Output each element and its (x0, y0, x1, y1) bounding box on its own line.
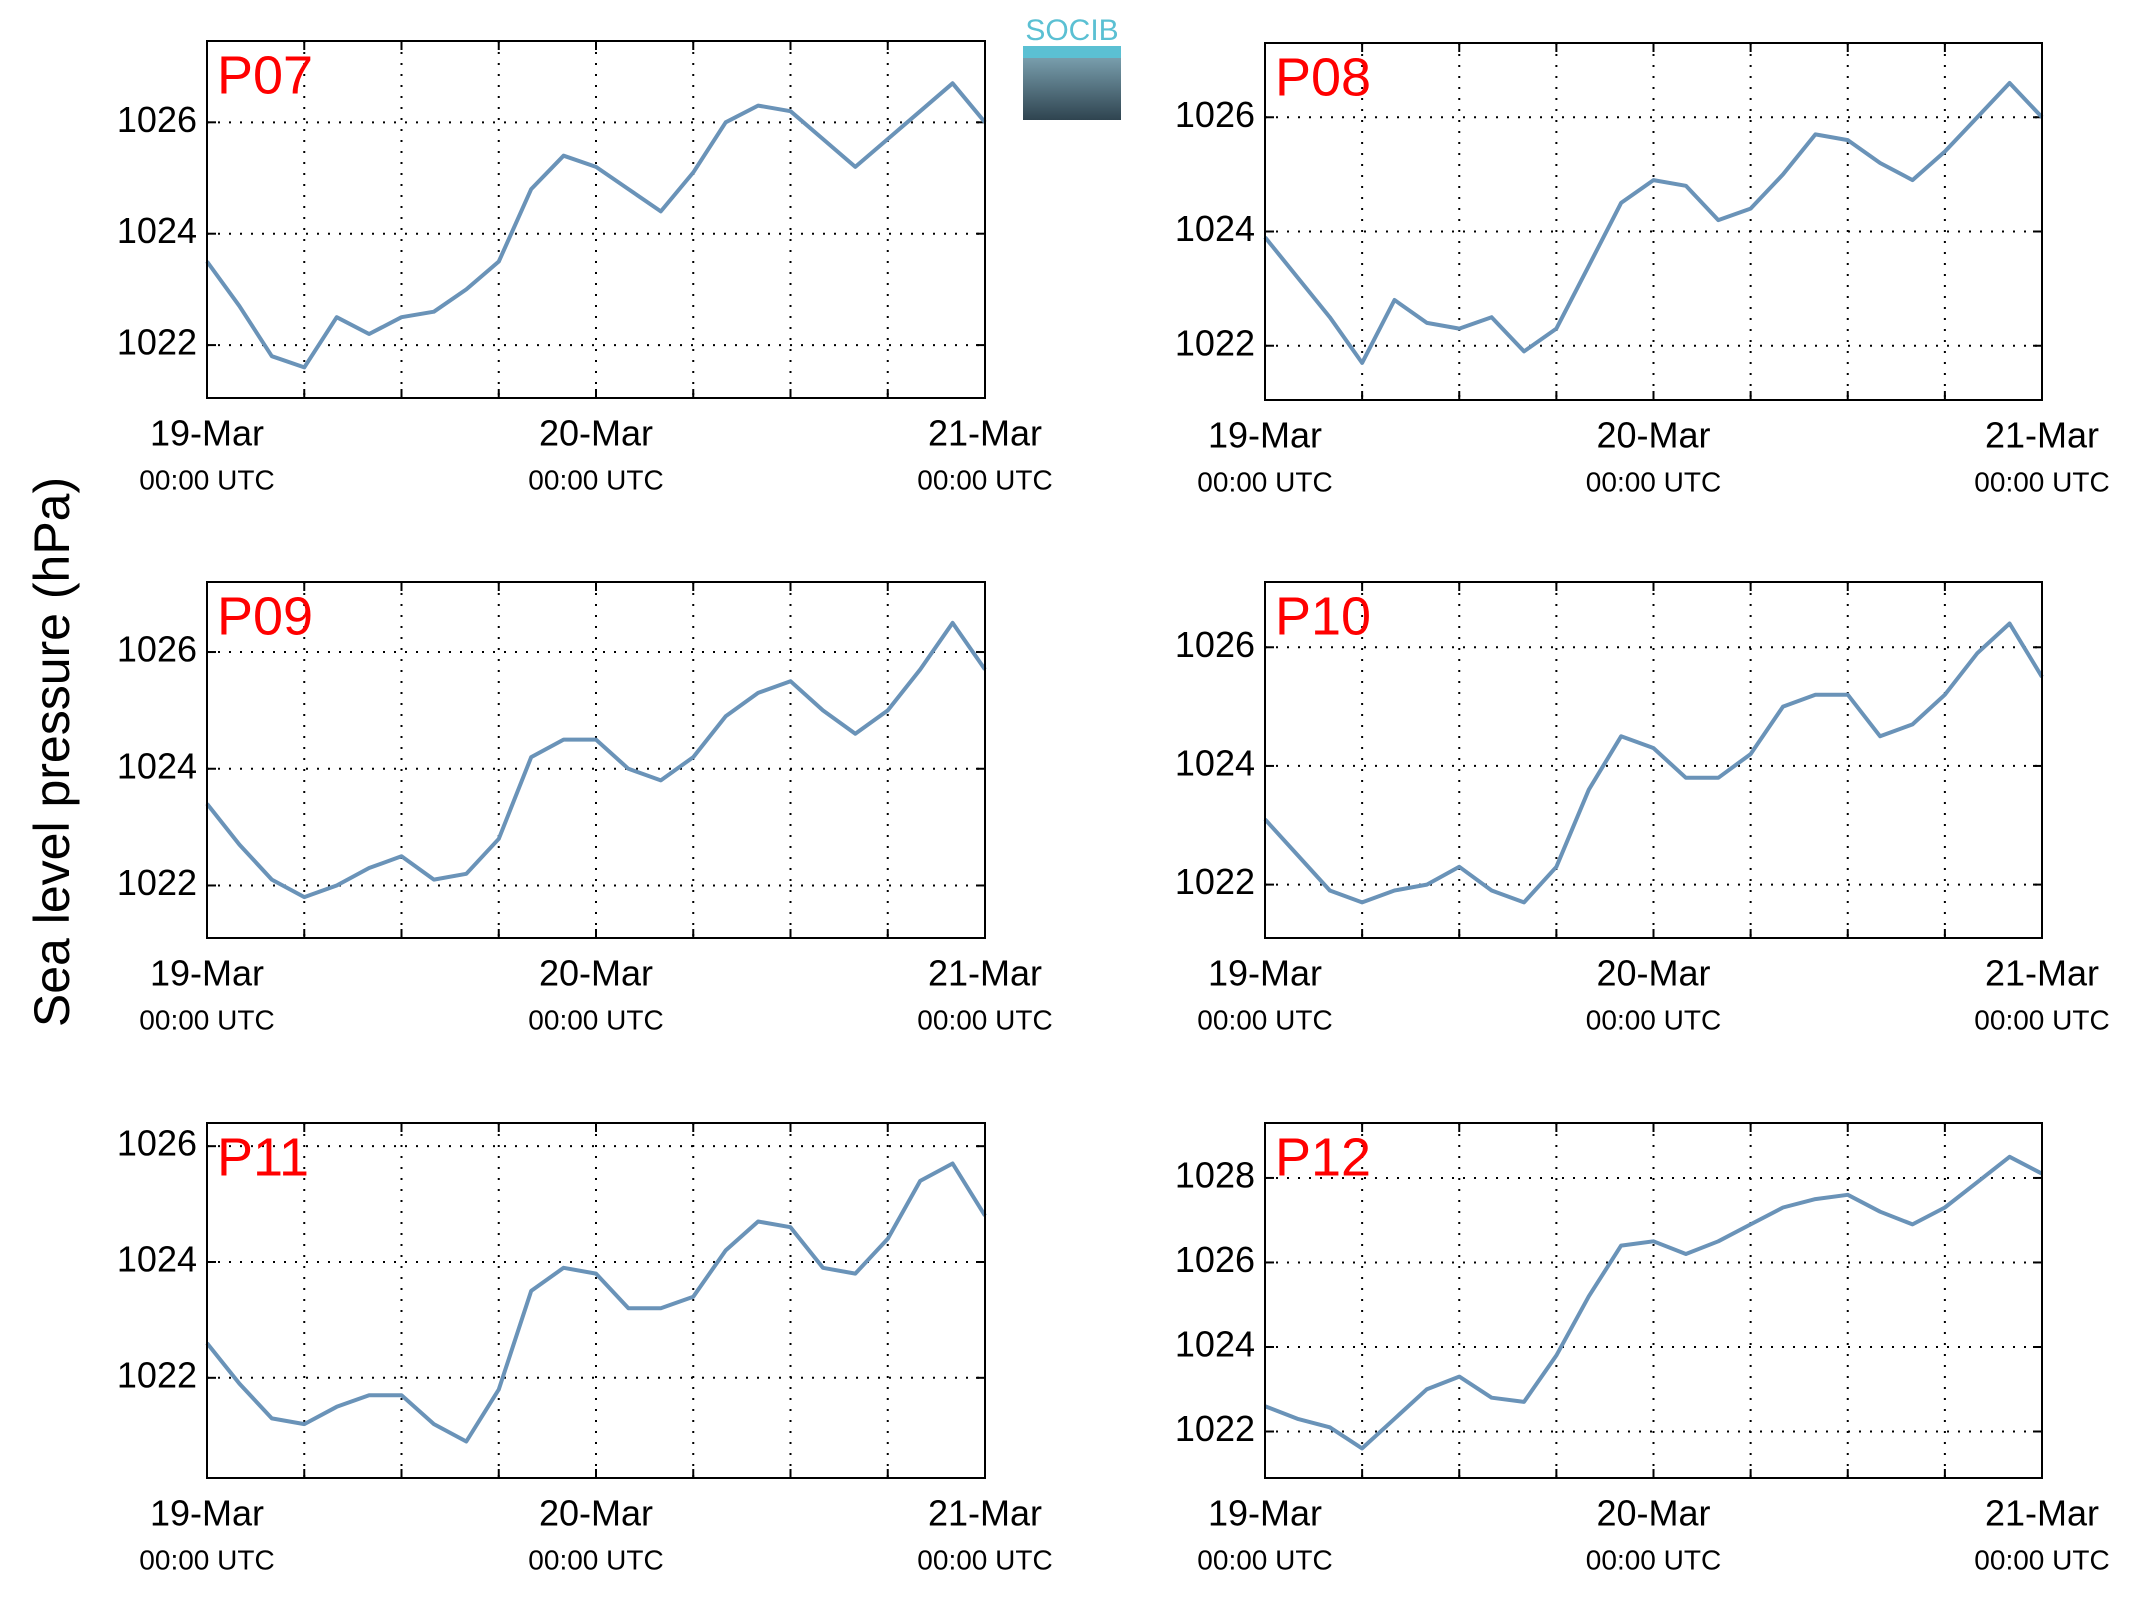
panel-title: P10 (1275, 586, 1371, 646)
x-tick-sublabel: 00:00 UTC (528, 464, 663, 495)
y-tick-label: 1022 (117, 1354, 197, 1395)
logo-box (1023, 52, 1121, 120)
pressure-line (205, 1161, 987, 1444)
panel-title: P11 (217, 1127, 309, 1187)
x-tick-sublabel: 00:00 UTC (917, 464, 1052, 495)
y-tick-label: 1024 (1175, 742, 1255, 783)
x-tick-sublabel: 00:00 UTC (139, 464, 274, 495)
x-tick-sublabel: 00:00 UTC (1586, 466, 1721, 497)
x-tick-label: 20-Mar (1596, 415, 1710, 456)
x-tick-label: 21-Mar (928, 953, 1042, 994)
x-tick-sublabel: 00:00 UTC (1197, 1004, 1332, 1035)
axes-frame (1264, 1122, 2043, 1479)
x-tick-sublabel: 00:00 UTC (917, 1544, 1052, 1575)
x-tick-label: 19-Mar (150, 413, 264, 454)
subplot: 19-Mar 00:00 UTC 20-Mar 00:00 UTC 21-Mar 00:0… (1175, 42, 2110, 497)
x-tick-sublabel: 00:00 UTC (1974, 1544, 2109, 1575)
y-tick-label: 1028 (1175, 1154, 1255, 1195)
x-tick-label: 20-Mar (539, 413, 653, 454)
x-tick-label: 21-Mar (1985, 1493, 2099, 1534)
x-tick-sublabel: 00:00 UTC (528, 1004, 663, 1035)
y-tick-label: 1026 (1175, 1239, 1255, 1280)
y-tick-label: 1026 (1175, 624, 1255, 665)
y-tick-label: 1022 (117, 862, 197, 903)
logo-text: SOCIB (1025, 14, 1118, 47)
y-tick-label: 1022 (1175, 1408, 1255, 1449)
x-tick-sublabel: 00:00 UTC (139, 1004, 274, 1035)
subplot: 19-Mar 00:00 UTC 20-Mar 00:00 UTC 21-Mar 00:0… (1175, 1122, 2110, 1575)
x-tick-sublabel: 00:00 UTC (528, 1544, 663, 1575)
x-tick-label: 21-Mar (928, 1493, 1042, 1534)
y-tick-label: 1024 (117, 745, 197, 786)
pressure-line (205, 81, 987, 370)
subplot: 19-Mar 00:00 UTC 20-Mar 00:00 UTC 21-Mar 00:0… (117, 40, 1053, 495)
axes-frame (1264, 581, 2043, 939)
y-tick-label: 1022 (1175, 861, 1255, 902)
x-tick-sublabel: 00:00 UTC (1197, 1544, 1332, 1575)
y-tick-label: 1022 (117, 322, 197, 363)
x-tick-sublabel: 00:00 UTC (139, 1544, 274, 1575)
x-tick-label: 20-Mar (539, 953, 653, 994)
panel-title: P09 (217, 586, 313, 646)
axes-frame (206, 1122, 986, 1479)
x-tick-sublabel: 00:00 UTC (917, 1004, 1052, 1035)
pressure-line (1263, 81, 2044, 365)
x-tick-label: 19-Mar (1208, 1493, 1322, 1534)
y-tick-label: 1024 (117, 1239, 197, 1280)
axes-frame (206, 40, 986, 399)
pressure-line (205, 620, 987, 900)
x-tick-label: 21-Mar (1985, 953, 2099, 994)
y-tick-label: 1024 (1175, 1324, 1255, 1365)
logo-wave (1023, 46, 1121, 58)
panel-title: P08 (1275, 47, 1371, 107)
y-tick-label: 1026 (117, 1123, 197, 1164)
pressure-line (1264, 1154, 2043, 1451)
y-tick-label: 1024 (1175, 208, 1255, 249)
x-tick-sublabel: 00:00 UTC (1974, 466, 2109, 497)
x-tick-label: 21-Mar (1985, 415, 2099, 456)
y-tick-label: 1022 (1175, 322, 1255, 363)
axes-frame (1264, 42, 2043, 401)
y-tick-label: 1026 (1175, 94, 1255, 135)
subplot: 19-Mar 00:00 UTC 20-Mar 00:00 UTC 21-Mar 00:0… (117, 581, 1053, 1035)
x-tick-label: 19-Mar (150, 1493, 264, 1534)
x-tick-label: 19-Mar (1208, 953, 1322, 994)
logo: SOCIB (1023, 14, 1121, 120)
y-tick-label: 1026 (117, 99, 197, 140)
axes-frame (206, 581, 986, 939)
subplot: 19-Mar 00:00 UTC 20-Mar 00:00 UTC 21-Mar 00:0… (1175, 581, 2110, 1035)
panel-title: P12 (1275, 1127, 1371, 1187)
y-tick-label: 1026 (117, 629, 197, 670)
x-tick-label: 21-Mar (928, 413, 1042, 454)
subplot: 19-Mar 00:00 UTC 20-Mar 00:00 UTC 21-Mar 00:0… (117, 1122, 1053, 1575)
x-tick-sublabel: 00:00 UTC (1197, 466, 1332, 497)
y-tick-label: 1024 (117, 210, 197, 251)
x-tick-label: 19-Mar (150, 953, 264, 994)
x-tick-label: 20-Mar (539, 1493, 653, 1534)
x-tick-sublabel: 00:00 UTC (1974, 1004, 2109, 1035)
x-tick-sublabel: 00:00 UTC (1586, 1544, 1721, 1575)
x-tick-label: 20-Mar (1596, 953, 1710, 994)
pressure-line (1263, 621, 2044, 905)
panel-title: P07 (217, 45, 313, 105)
x-tick-label: 20-Mar (1596, 1493, 1710, 1534)
x-tick-sublabel: 00:00 UTC (1586, 1004, 1721, 1035)
y-axis-label: Sea level pressure (hPa) (24, 477, 80, 1027)
x-tick-label: 19-Mar (1208, 415, 1322, 456)
